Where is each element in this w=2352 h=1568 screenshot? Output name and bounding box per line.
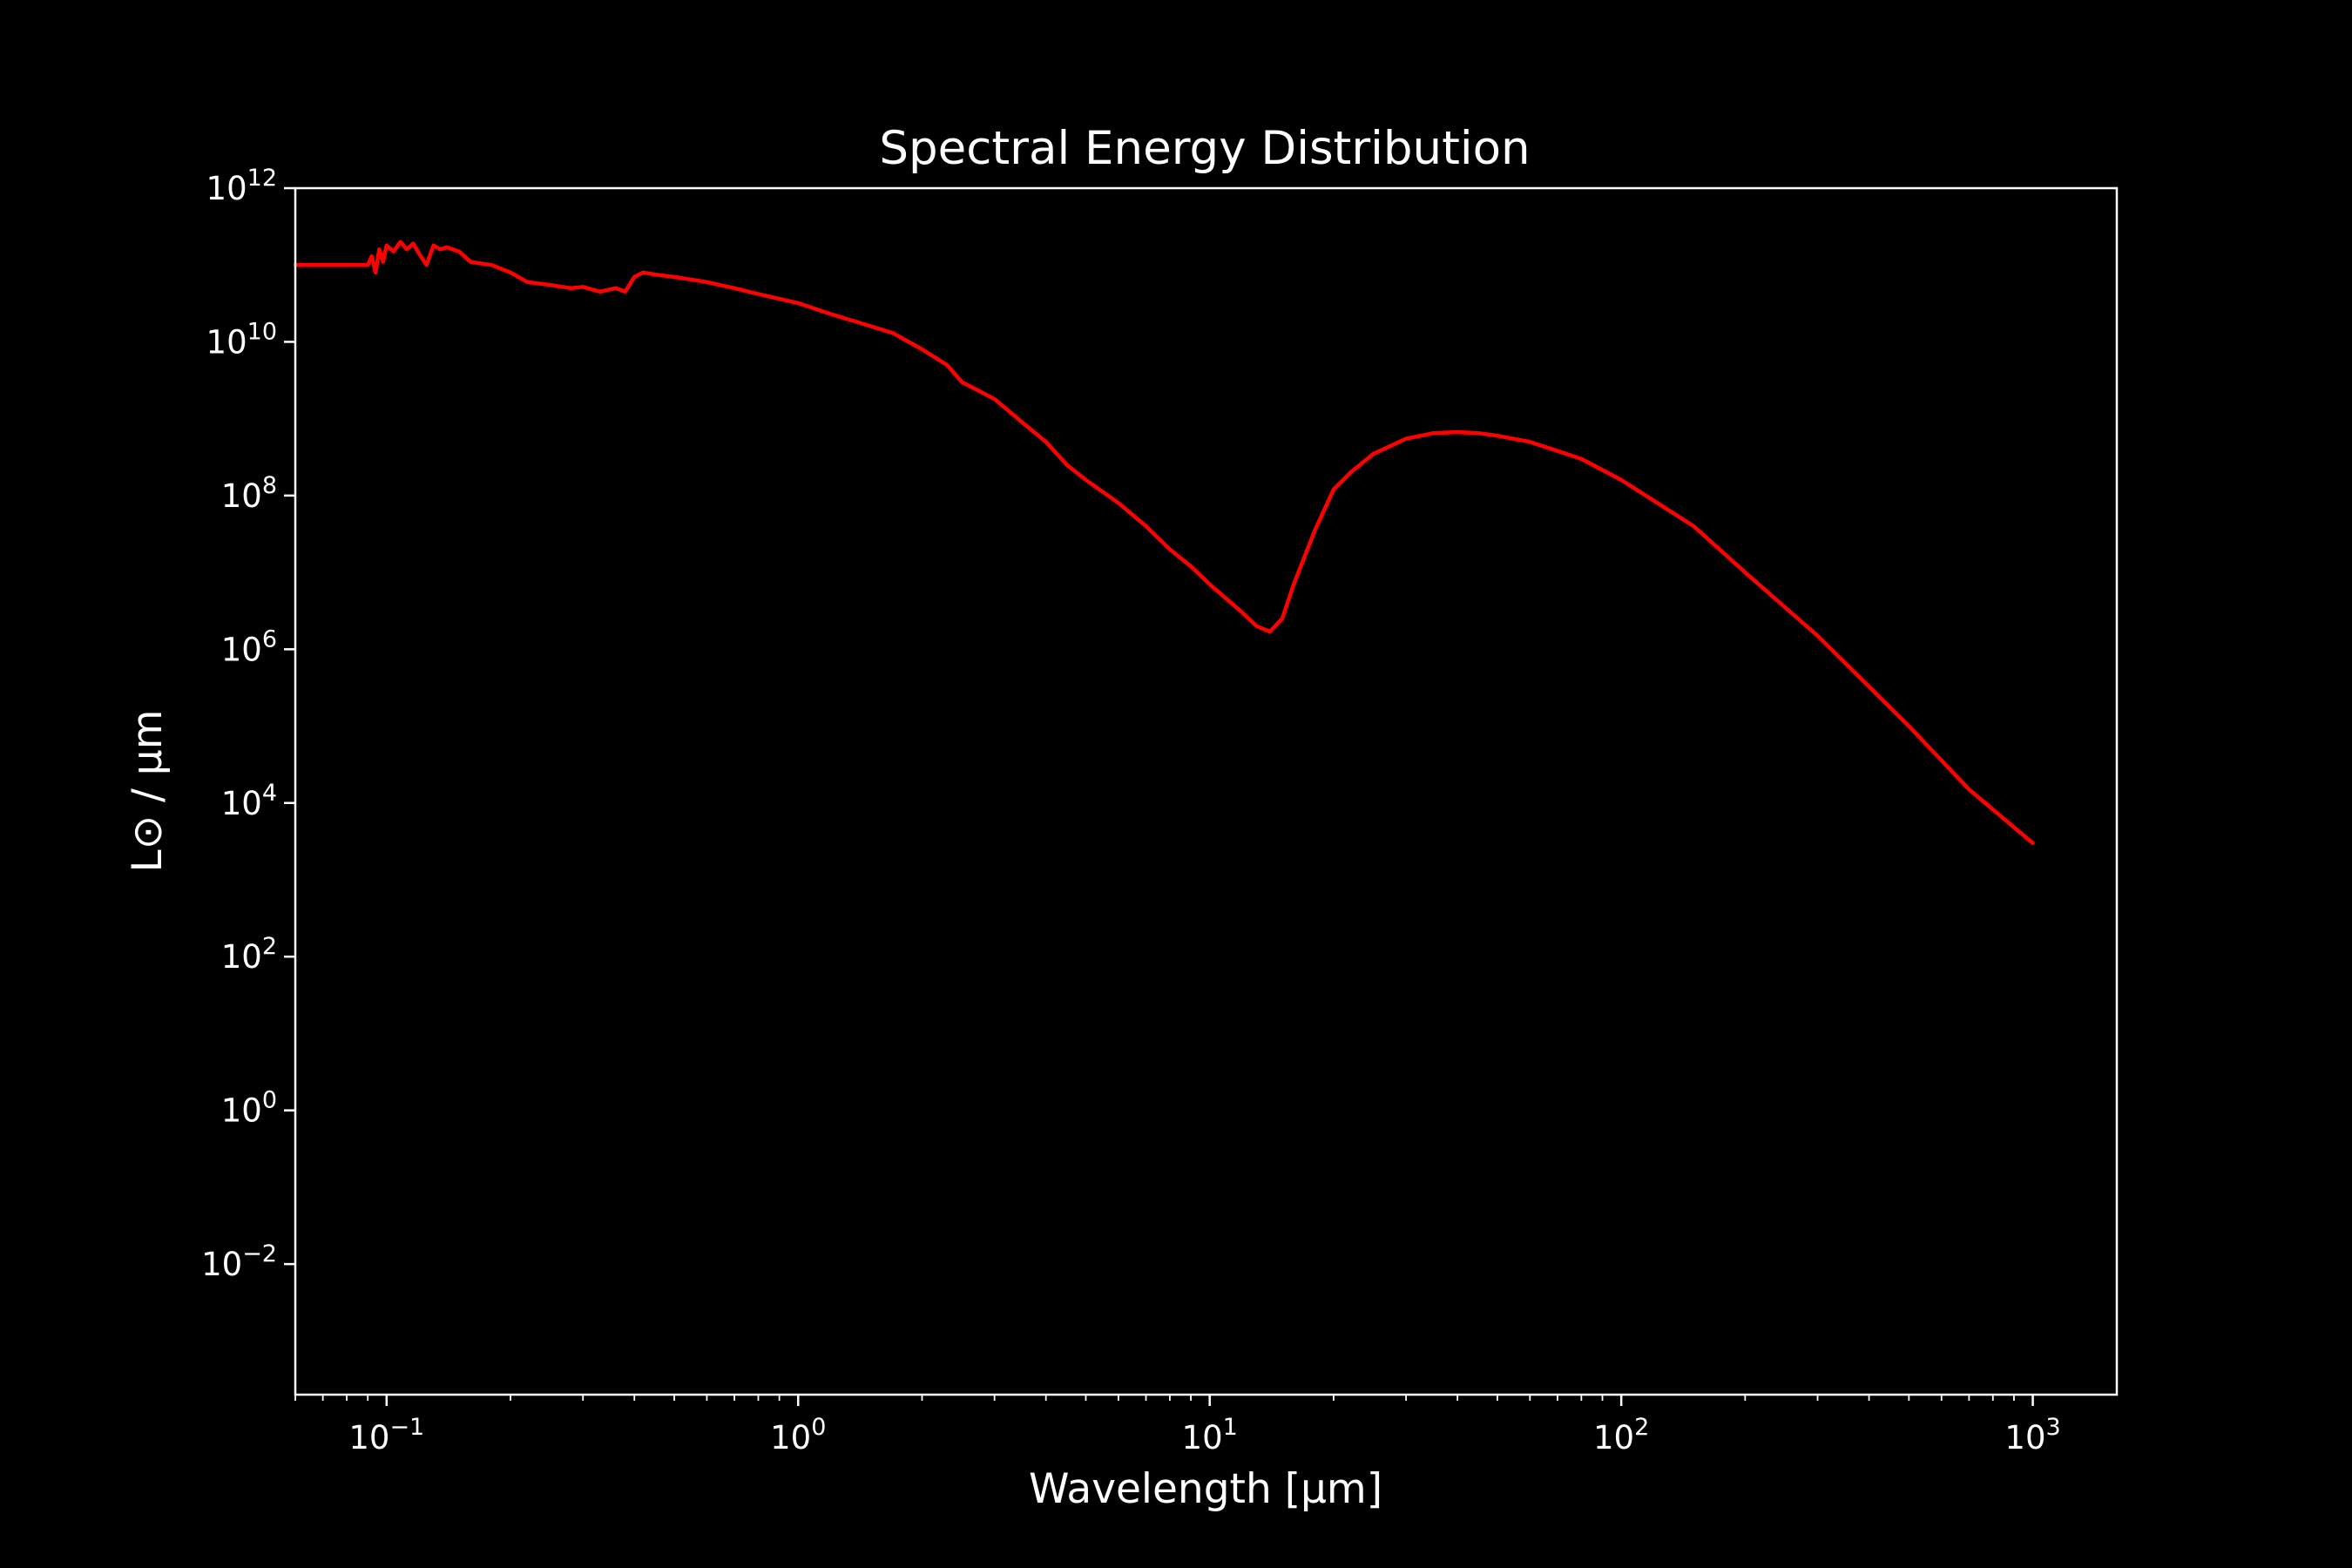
x-tick-label: 103: [2004, 1414, 2060, 1456]
y-tick-label-base: 10: [201, 1246, 242, 1283]
y-tick-label-base: 10: [221, 477, 262, 515]
y-tick-label-base: 10: [221, 785, 262, 822]
y-tick-label: 10−2: [201, 1240, 277, 1283]
y-tick-label: 108: [221, 472, 277, 515]
y-tick-label-exponent: 8: [262, 472, 277, 499]
x-tick-label-exponent: 2: [1634, 1414, 1649, 1441]
x-tick-label: 101: [1182, 1414, 1238, 1456]
y-tick-label: 104: [221, 780, 277, 822]
x-tick-label: 102: [1593, 1414, 1649, 1456]
y-tick-label-exponent: −2: [242, 1240, 277, 1267]
y-tick-label-base: 10: [206, 323, 247, 361]
x-axis-ticks: 10−1 100 101 102 103: [294, 1395, 2061, 1456]
sed-series-line: [293, 240, 2035, 846]
y-tick-label: 106: [221, 625, 277, 668]
x-tick-label-base: 10: [770, 1419, 811, 1456]
y-tick-label-exponent: 10: [247, 318, 277, 345]
x-tick-label-exponent: 3: [2046, 1414, 2061, 1441]
y-axis-label: L⊙ / μm: [124, 710, 172, 873]
plot-area-frame: [294, 186, 2119, 1396]
y-tick-label: 102: [221, 933, 277, 976]
chart-title: Spectral Energy Distribution: [879, 122, 1530, 175]
x-axis-label: Wavelength [μm]: [1029, 1465, 1382, 1513]
y-tick-label-base: 10: [221, 631, 262, 668]
y-tick-label: 1010: [206, 318, 277, 361]
y-tick-label-exponent: 6: [262, 625, 277, 652]
x-tick-label-exponent: 0: [811, 1414, 826, 1441]
y-tick-label-base: 10: [221, 1092, 262, 1130]
x-tick-label-base: 10: [348, 1419, 389, 1456]
x-tick-label: 100: [770, 1414, 826, 1456]
y-tick-label: 100: [221, 1087, 277, 1130]
x-tick-label-base: 10: [1593, 1419, 1634, 1456]
y-tick-label-exponent: 12: [247, 165, 277, 192]
y-tick-label-base: 10: [221, 938, 262, 976]
y-tick-label-exponent: 0: [262, 1087, 277, 1114]
x-tick-label-exponent: 1: [1223, 1414, 1238, 1441]
y-tick-label-base: 10: [206, 170, 247, 207]
y-tick-label-exponent: 4: [262, 780, 277, 807]
y-tick-label-exponent: 2: [262, 933, 277, 960]
y-tick-label: 1012: [206, 165, 277, 207]
x-tick-label-base: 10: [2004, 1419, 2045, 1456]
sed-series-polyline: [293, 240, 2035, 846]
x-tick-label-base: 10: [1182, 1419, 1223, 1456]
x-tick-label-exponent: −1: [389, 1414, 424, 1441]
x-tick-label: 10−1: [348, 1414, 424, 1456]
